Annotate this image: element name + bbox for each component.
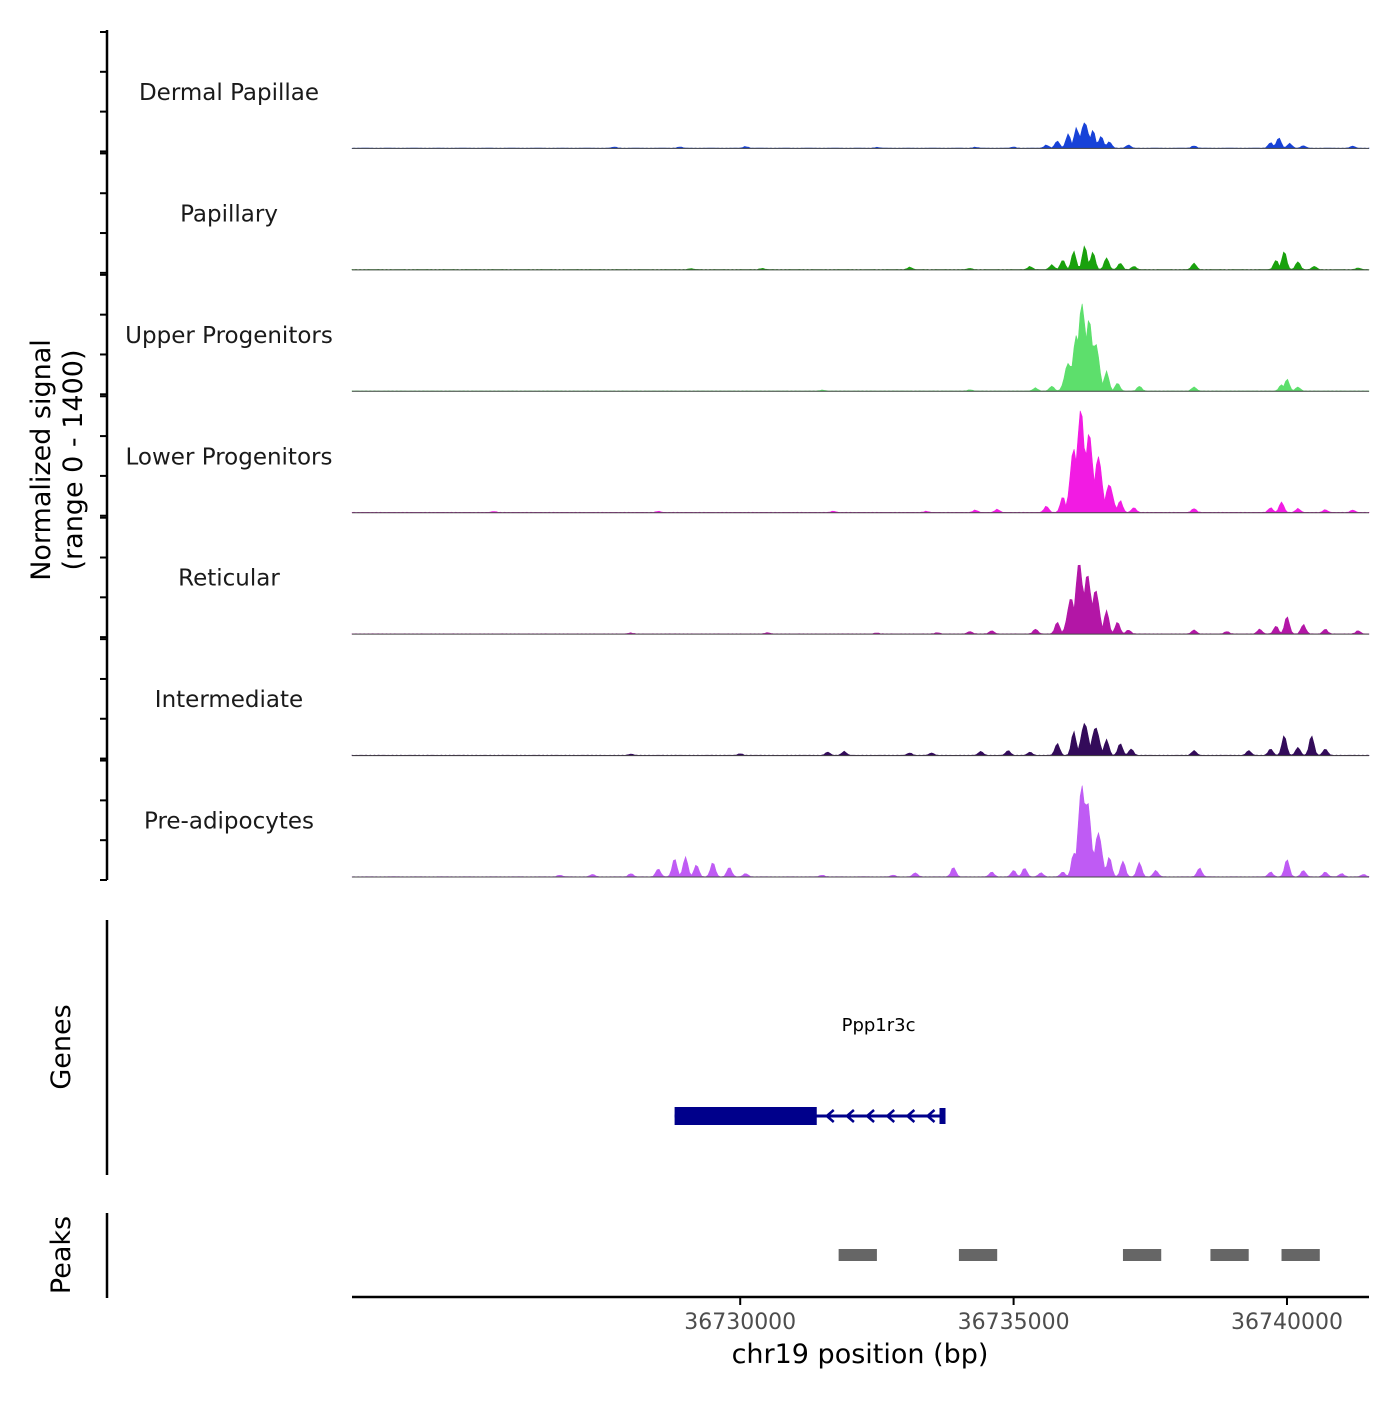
track-label: Papillary [180,201,278,227]
peak-region [1281,1249,1320,1261]
peak-region [1122,1249,1162,1261]
peak-region [1210,1249,1249,1261]
track-lower-progenitors: Lower Progenitors [126,410,1370,514]
track-upper-progenitors: Upper Progenitors [125,303,1370,392]
x-tick-label: 36730000 [684,1310,796,1335]
x-ticks: 36730000 36735000 36740000 [684,1297,1343,1335]
strand-arrow [844,1109,855,1123]
peak-regions [838,1249,1320,1261]
gene-exon [674,1107,817,1125]
x-axis-title: chr19 position (bp) [732,1339,989,1370]
strand-arrow [925,1109,936,1123]
peak-region [838,1249,877,1261]
coverage-y-ticks [100,30,107,881]
track-label: Dermal Papillae [139,80,319,106]
strand-arrow [885,1109,896,1123]
peak-region [958,1249,998,1261]
peaks-panel: Peaks [46,1213,1320,1298]
track-reticular: Reticular [178,564,1370,635]
y-axis-title-line1: Normalized signal [26,339,57,581]
x-tick-label: 36735000 [958,1310,1070,1335]
signal-area [351,722,1370,756]
x-tick-label: 36740000 [1231,1310,1343,1335]
signal-area [351,303,1370,392]
genes-panel: Genes Ppp1r3c [46,920,946,1175]
x-axis: 36730000 36735000 36740000 chr19 position … [352,1295,1369,1370]
strand-arrow [824,1109,835,1123]
gene-name: Ppp1r3c [842,1015,916,1036]
coverage-panel: Normalized signal (range 0 - 1400) Derma… [26,30,1370,881]
signal-area [351,122,1370,149]
genes-track-label: Genes [46,1004,77,1089]
track-label: Pre-adipocytes [144,809,314,835]
coverage-tracks: Dermal Papillae Papillary Upper Progenitor… [125,80,1370,878]
track-label: Upper Progenitors [125,323,333,349]
gene-models: Ppp1r3c [674,1015,946,1125]
signal-area [351,245,1370,271]
track-dermal-papillae: Dermal Papillae [139,80,1370,149]
strand-arrow [865,1109,875,1123]
track-pre-adipocytes: Pre-adipocytes [144,785,1370,878]
strand-arrow [905,1109,916,1123]
signal-area [351,410,1370,514]
gene-tss-cap [939,1108,946,1124]
peaks-track-label: Peaks [46,1216,77,1294]
signal-area [351,785,1370,878]
y-axis-title-line2: (range 0 - 1400) [58,350,89,571]
track-label: Reticular [178,566,280,592]
track-label: Intermediate [155,687,303,713]
gene-ppp1r3c: Ppp1r3c [674,1015,946,1125]
track-papillary: Papillary [180,201,1370,271]
track-label: Lower Progenitors [126,444,333,470]
signal-area [351,564,1370,635]
track-intermediate: Intermediate [155,687,1370,757]
